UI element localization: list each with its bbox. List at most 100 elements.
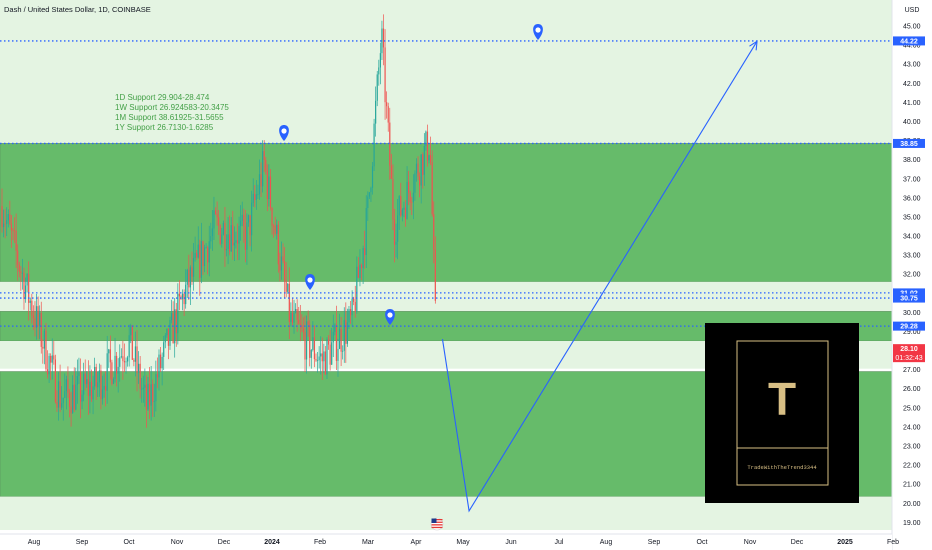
candle xyxy=(266,164,268,212)
candle xyxy=(263,140,265,173)
y-tick-label: 35.00 xyxy=(903,214,921,221)
candle xyxy=(1,188,3,233)
candle xyxy=(415,158,418,182)
candle xyxy=(346,308,348,347)
candle xyxy=(334,323,336,336)
y-tick-label: 29.00 xyxy=(903,329,921,336)
candle xyxy=(87,360,89,415)
candle xyxy=(376,70,378,107)
candle xyxy=(401,208,403,222)
map-pin-icon[interactable] xyxy=(279,125,289,141)
candle xyxy=(431,150,433,217)
candle xyxy=(133,358,135,367)
candle xyxy=(393,208,396,263)
candle xyxy=(320,336,322,375)
price-axis[interactable]: USD 45.0044.0043.0042.0041.0040.0039.003… xyxy=(891,0,932,550)
candle xyxy=(243,208,245,243)
candle xyxy=(404,200,407,227)
candle xyxy=(59,364,61,413)
y-tick-label: 30.00 xyxy=(903,310,921,317)
candle xyxy=(301,314,303,333)
price-badge-30 xyxy=(893,293,925,303)
price-badge-29 xyxy=(893,321,925,331)
candle xyxy=(282,243,284,264)
candle xyxy=(349,301,352,324)
map-pin-icon[interactable] xyxy=(385,309,395,325)
candle xyxy=(64,373,66,399)
support-note-1w: 1W Support 26.924583-20.3475 xyxy=(115,103,229,112)
candle xyxy=(53,340,55,365)
candle xyxy=(379,42,381,85)
candle xyxy=(183,289,185,316)
candle xyxy=(125,357,127,374)
candle xyxy=(186,268,188,298)
candle xyxy=(40,301,42,354)
candle xyxy=(68,388,71,418)
x-tick-label: Aug xyxy=(28,539,41,546)
candle xyxy=(422,152,424,189)
y-tick-label: 22.00 xyxy=(903,463,921,470)
candle xyxy=(294,303,297,314)
support-notes: 1D Support 29.904-28.474 1W Support 26.9… xyxy=(115,93,229,132)
candle xyxy=(203,244,206,273)
x-tick-label: Feb xyxy=(887,539,899,546)
us-flag-event-icon[interactable] xyxy=(430,517,444,531)
x-tick-label: Oct xyxy=(697,539,708,546)
candle xyxy=(309,320,311,367)
map-pin-icon[interactable] xyxy=(305,274,315,290)
projection-line[interactable] xyxy=(441,41,758,513)
candle xyxy=(101,375,104,405)
candle xyxy=(54,354,56,404)
candle xyxy=(112,377,115,385)
candle xyxy=(417,156,419,181)
candle xyxy=(342,345,344,360)
candle xyxy=(313,325,316,368)
map-pin-icon[interactable] xyxy=(533,24,543,40)
candle xyxy=(368,192,370,199)
candle xyxy=(236,223,239,261)
x-tick-label: Nov xyxy=(171,539,184,546)
candle xyxy=(337,338,339,377)
candle xyxy=(351,290,353,326)
candle xyxy=(307,310,309,337)
candle xyxy=(216,201,218,226)
y-tick-label: 23.00 xyxy=(903,444,921,451)
candle xyxy=(365,195,367,269)
candle xyxy=(166,328,168,338)
candle xyxy=(196,250,198,260)
countdown-text: 01:32:43 xyxy=(895,355,922,362)
candle xyxy=(192,242,195,291)
candle xyxy=(386,91,388,119)
candle xyxy=(164,333,166,349)
candle xyxy=(194,236,196,262)
candle xyxy=(367,191,369,221)
candle xyxy=(98,363,100,397)
price-badge-38 xyxy=(893,138,925,148)
candle xyxy=(213,196,215,240)
candle xyxy=(398,195,400,230)
candle xyxy=(324,345,327,375)
candle xyxy=(210,222,212,249)
candle xyxy=(144,368,146,407)
candle xyxy=(273,223,275,238)
candle xyxy=(340,317,342,366)
y-tick-label: 33.00 xyxy=(903,253,921,260)
candle xyxy=(290,302,292,327)
current-price-badge-text: 28.10 xyxy=(900,346,918,353)
candle xyxy=(202,240,204,275)
candle xyxy=(271,207,273,235)
candle xyxy=(57,372,60,421)
candle xyxy=(114,337,116,383)
x-tick-label: Jun xyxy=(505,539,516,546)
candle xyxy=(240,205,242,241)
candle xyxy=(46,350,49,379)
price-badge-44-text: 44.22 xyxy=(900,39,918,46)
y-tick-label: 45.00 xyxy=(903,24,921,31)
time-axis[interactable]: Aug Sep Oct Nov Dec 2024 Feb Mar Apr May Jun Jul Aug… xyxy=(0,533,899,550)
candle xyxy=(145,375,148,428)
candle xyxy=(159,347,162,372)
candle xyxy=(15,213,17,269)
candle xyxy=(43,328,45,365)
x-tick-label: Sep xyxy=(76,539,89,546)
